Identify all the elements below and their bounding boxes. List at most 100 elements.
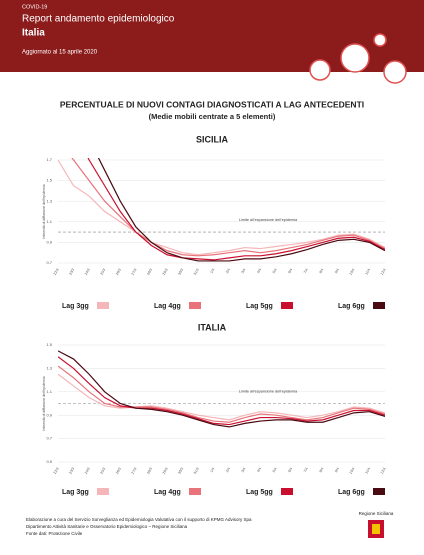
x-tick-label: 30/3	[177, 268, 184, 276]
x-tick-label: 6/4	[287, 467, 293, 473]
x-tick-label: 27/3	[131, 268, 138, 276]
legend-swatch	[373, 488, 385, 495]
y-tick-label: 1.1	[46, 219, 52, 224]
series-line	[58, 373, 385, 421]
x-tick-label: 27/3	[131, 467, 138, 475]
x-tick-label: 12/4	[380, 268, 387, 276]
page-title: PERCENTUALE DI NUOVI CONTAGI DIAGNOSTICA…	[60, 99, 364, 109]
x-tick-label: 4/4	[256, 467, 262, 473]
logo-inner	[372, 524, 380, 534]
legend-swatch	[97, 488, 109, 495]
y-tick-label: 1.5	[46, 178, 52, 183]
x-tick-label: 8/4	[318, 268, 324, 274]
x-tick-label: 11/4	[364, 268, 371, 276]
y-tick-label: 1.5	[46, 342, 52, 347]
legend-swatch	[189, 488, 201, 495]
y-tick-label: 1.7	[46, 157, 52, 162]
x-tick-label: 5/4	[272, 268, 278, 274]
x-tick-label: 8/4	[318, 467, 324, 473]
x-tick-label: 3/4	[241, 268, 247, 274]
x-tick-label: 7/4	[303, 467, 309, 473]
x-tick-label: 4/4	[256, 268, 262, 274]
x-tick-label: 26/3	[115, 467, 122, 475]
x-tick-label: 10/4	[349, 268, 356, 276]
updated: Aggiornato al 15 aprile 2020	[22, 50, 98, 56]
x-tick-label: 24/3	[84, 268, 91, 276]
x-tick-label: 6/4	[287, 268, 293, 274]
y-tick-label: 1.1	[46, 389, 52, 394]
y-tick-label: 0.5	[46, 459, 52, 464]
x-tick-label: 11/4	[364, 467, 371, 475]
y-tick-label: 0.7	[46, 260, 52, 265]
y-tick-label: 1.3	[46, 198, 52, 203]
y-tick-label: 0.9	[46, 412, 52, 417]
legend-label: Lag 3gg	[62, 489, 89, 496]
x-tick-label: 29/3	[162, 268, 169, 276]
threshold-label: Limite all'espansione dell'epidemia	[239, 218, 298, 222]
legend-swatch	[373, 302, 385, 309]
header-region: Italia	[22, 28, 45, 39]
kicker: COVID-19	[22, 4, 47, 10]
legend-swatch	[281, 302, 293, 309]
x-tick-label: 29/3	[162, 467, 169, 475]
virus-decoration	[309, 33, 407, 84]
x-tick-label: 22/3	[53, 467, 60, 475]
legend-label: Lag 5gg	[246, 303, 273, 310]
series-line	[58, 356, 385, 426]
y-axis-label: Intensità di diffusione dell'epidemia	[42, 184, 46, 238]
footer-line: Elaborazione a cura del Servizio Sorvegl…	[26, 517, 252, 522]
legend-swatch	[97, 302, 109, 309]
series-line	[71, 158, 385, 257]
x-tick-label: 22/3	[53, 268, 60, 276]
x-tick-label: 12/4	[380, 467, 387, 475]
x-tick-label: 2/4	[225, 467, 231, 473]
footer-line: Dipartimento Attività Sanitarie e Osserv…	[26, 524, 188, 529]
x-tick-label: 2/4	[225, 268, 231, 274]
x-tick-label: 25/3	[100, 467, 107, 475]
x-tick-label: 3/4	[241, 467, 247, 473]
header-title: Report andamento epidemiologico	[22, 14, 175, 25]
x-tick-label: 10/4	[349, 467, 356, 475]
series-line	[58, 159, 385, 256]
legend-swatch	[189, 302, 201, 309]
legend-label: Lag 5gg	[246, 489, 273, 496]
chart-title: ITALIA	[198, 322, 227, 332]
legend-label: Lag 6gg	[338, 303, 365, 310]
legend-label: Lag 4gg	[154, 489, 181, 496]
x-tick-label: 7/4	[303, 268, 309, 274]
x-tick-label: 26/3	[115, 268, 122, 276]
legend-label: Lag 4gg	[154, 303, 181, 310]
logo-label: Regione Siciliana	[359, 511, 394, 516]
x-tick-label: 28/3	[146, 467, 153, 475]
y-axis-label: Intensità di diffusione dell'epidemia	[42, 376, 46, 430]
x-tick-label: 23/3	[68, 467, 75, 475]
x-tick-label: 24/3	[84, 467, 91, 475]
x-tick-label: 31/3	[193, 467, 200, 475]
x-tick-label: 23/3	[68, 268, 75, 276]
x-tick-label: 25/3	[100, 268, 107, 276]
x-tick-label: 1/4	[209, 268, 215, 274]
series-line	[97, 158, 385, 262]
x-tick-label: 28/3	[146, 268, 153, 276]
legend-swatch	[281, 488, 293, 495]
x-tick-label: 5/4	[272, 467, 278, 473]
legend-label: Lag 3gg	[62, 303, 89, 310]
x-tick-label: 9/4	[334, 467, 340, 473]
series-line	[58, 350, 385, 428]
chart-title: SICILIA	[196, 134, 229, 144]
x-tick-label: 31/3	[193, 268, 200, 276]
y-tick-label: 0.9	[46, 239, 52, 244]
series-line	[58, 365, 385, 423]
x-tick-label: 30/3	[177, 467, 184, 475]
series-line	[87, 158, 385, 261]
legend-label: Lag 6gg	[338, 489, 365, 496]
y-tick-label: 1.3	[46, 365, 52, 370]
x-tick-label: 9/4	[334, 268, 340, 274]
y-tick-label: 0.7	[46, 436, 52, 441]
x-tick-label: 1/4	[209, 467, 215, 473]
page-subtitle: (Medie mobili centrate a 5 elementi)	[149, 112, 276, 121]
footer-line: Fonte dati: Protezione Civile	[26, 531, 83, 536]
